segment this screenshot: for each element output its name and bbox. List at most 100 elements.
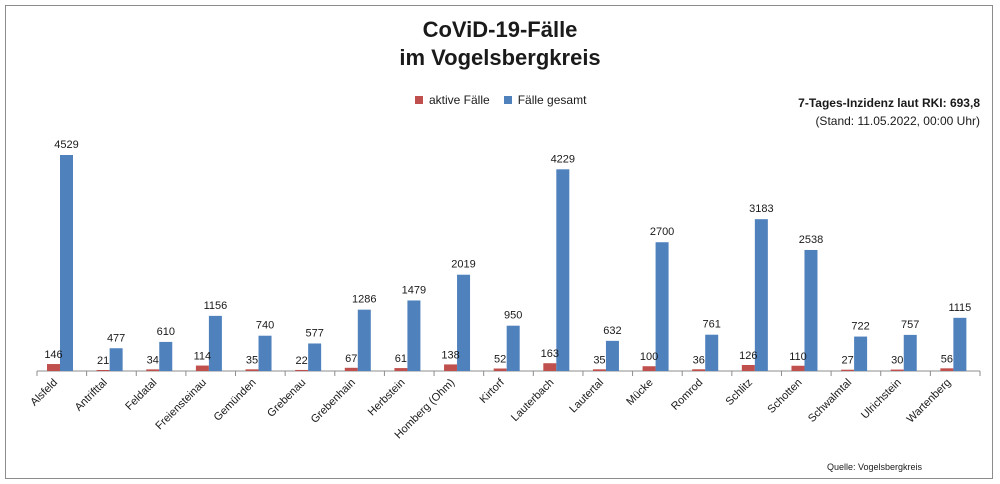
x-tick-label-11: Lautertal — [567, 377, 606, 416]
bar-gesamt-1 — [109, 348, 123, 371]
data-label-aktive-17: 30 — [891, 355, 903, 367]
bar-gesamt-2 — [159, 341, 173, 371]
data-label-gesamt-8: 2019 — [451, 259, 475, 271]
bar-aktive-12 — [642, 366, 656, 371]
bar-aktive-1 — [96, 369, 110, 371]
data-label-aktive-15: 110 — [789, 351, 807, 363]
data-label-gesamt-1: 477 — [107, 332, 125, 344]
bar-gesamt-17 — [903, 334, 917, 371]
bar-aktive-5 — [295, 369, 309, 371]
data-label-gesamt-15: 2538 — [799, 234, 823, 246]
x-tick-label-18: Wartenberg — [905, 377, 954, 426]
data-label-gesamt-4: 740 — [256, 320, 274, 332]
data-label-aktive-2: 34 — [147, 354, 159, 366]
bar-gesamt-14 — [754, 219, 768, 371]
bar-aktive-16 — [841, 369, 855, 371]
bar-gesamt-16 — [854, 336, 868, 371]
legend-label-aktive: aktive Fälle — [429, 93, 490, 107]
x-tick-label-5: Grebenau — [265, 377, 308, 420]
x-tick-label-6: Grebenhain — [309, 377, 358, 426]
legend-item-aktive: aktive Fälle — [415, 93, 490, 107]
x-tick-label-16: Schwalmtal — [806, 377, 854, 425]
bar-gesamt-15 — [804, 249, 818, 371]
data-label-aktive-3: 114 — [194, 351, 212, 363]
bar-aktive-14 — [741, 364, 755, 371]
x-tick-label-1: Antrifttal — [73, 377, 110, 414]
data-label-aktive-11: 35 — [593, 354, 605, 366]
x-tick-label-3: Freiensteinau — [153, 377, 209, 433]
legend-swatch-gesamt — [503, 96, 512, 104]
bar-gesamt-18 — [953, 317, 967, 371]
bar-aktive-6 — [344, 367, 358, 371]
data-label-aktive-12: 100 — [640, 351, 658, 363]
bar-gesamt-9 — [506, 325, 520, 371]
bar-aktive-15 — [791, 365, 805, 371]
x-tick-label-2: Feldatal — [123, 377, 159, 413]
bar-aktive-11 — [592, 369, 606, 371]
bar-gesamt-10 — [556, 169, 570, 371]
data-label-gesamt-17: 757 — [901, 319, 919, 331]
data-label-gesamt-6: 1286 — [352, 294, 376, 306]
data-label-aktive-16: 27 — [841, 355, 853, 367]
data-label-gesamt-2: 610 — [157, 326, 175, 338]
data-label-gesamt-3: 1156 — [204, 300, 228, 312]
data-label-gesamt-18: 1115 — [948, 302, 971, 314]
x-tick-label-15: Schotten — [765, 377, 804, 416]
bar-aktive-13 — [692, 369, 706, 371]
incidence-value: 7-Tages-Inzidenz laut RKI: 693,8 — [798, 96, 980, 110]
chart-frame — [5, 5, 993, 479]
data-label-aktive-5: 22 — [296, 355, 308, 367]
data-label-aktive-18: 56 — [941, 353, 953, 365]
bar-gesamt-3 — [208, 315, 222, 371]
legend-label-gesamt: Fälle gesamt — [517, 93, 587, 107]
source-note: Quelle: Vogelsbergkreis — [826, 462, 922, 472]
data-label-gesamt-5: 577 — [305, 327, 323, 339]
x-tick-label-14: Schlitz — [724, 377, 755, 408]
bar-gesamt-12 — [655, 242, 669, 371]
data-label-gesamt-11: 632 — [603, 325, 621, 337]
data-label-gesamt-13: 761 — [703, 319, 721, 331]
data-label-gesamt-12: 2700 — [650, 226, 674, 238]
data-label-aktive-6: 67 — [345, 353, 357, 365]
chart-title: CoViD-19-Fälle im Vogelsbergkreis — [0, 16, 1000, 72]
data-label-aktive-0: 146 — [44, 349, 62, 361]
legend-swatch-aktive — [415, 96, 423, 104]
data-label-aktive-14: 126 — [739, 350, 757, 362]
bar-aktive-8 — [444, 364, 458, 371]
bar-gesamt-5 — [308, 343, 322, 371]
bar-aktive-3 — [195, 365, 209, 371]
data-label-aktive-13: 36 — [693, 354, 705, 366]
legend-item-gesamt: Fälle gesamt — [503, 93, 587, 107]
data-label-gesamt-0: 4529 — [54, 139, 78, 151]
bar-aktive-2 — [146, 369, 160, 371]
bar-aktive-18 — [940, 368, 954, 371]
x-tick-label-9: Kirtorf — [478, 376, 508, 406]
data-label-aktive-9: 52 — [494, 354, 506, 366]
data-label-aktive-7: 61 — [395, 353, 407, 365]
incidence-date: (Stand: 11.05.2022, 00:00 Uhr) — [815, 114, 980, 128]
bar-gesamt-0 — [60, 155, 73, 371]
data-label-gesamt-14: 3183 — [749, 203, 773, 215]
incidence-info: 7-Tages-Inzidenz laut RKI: 693,8 (Stand:… — [798, 94, 980, 130]
legend: aktive Fälle Fälle gesamt — [415, 93, 600, 107]
x-tick-label-7: Herbstein — [366, 377, 408, 419]
bar-aktive-9 — [493, 368, 507, 371]
x-tick-label-0: Alsfeld — [28, 377, 60, 409]
data-label-gesamt-9: 950 — [504, 310, 522, 322]
data-label-gesamt-10: 4229 — [551, 153, 575, 165]
x-tick-label-10: Lauterbach — [509, 377, 556, 424]
bar-gesamt-8 — [457, 274, 471, 371]
bar-aktive-10 — [543, 363, 557, 371]
x-tick-label-13: Romrod — [669, 377, 705, 413]
bar-gesamt-6 — [357, 309, 371, 371]
bar-aktive-7 — [394, 368, 408, 371]
bar-gesamt-13 — [705, 334, 719, 371]
bar-aktive-0 — [47, 364, 60, 371]
bar-gesamt-7 — [407, 300, 421, 371]
bar-aktive-4 — [245, 369, 259, 371]
data-label-aktive-1: 21 — [97, 355, 109, 367]
chart-title-line-2: im Vogelsbergkreis — [399, 45, 601, 70]
x-tick-label-17: Ulrichstein — [859, 377, 904, 422]
bar-gesamt-4 — [258, 335, 272, 371]
